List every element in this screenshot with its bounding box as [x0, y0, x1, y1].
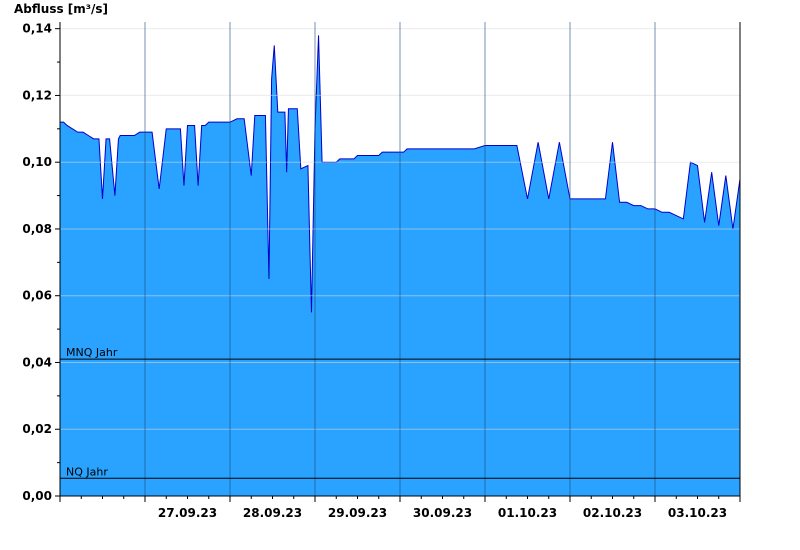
reference-label: NQ Jahr	[66, 465, 108, 478]
reference-label: MNQ Jahr	[66, 346, 118, 359]
y-tick-label: 0,04	[22, 355, 52, 369]
x-tick-label: 27.09.23	[158, 506, 217, 520]
y-tick-label: 0,08	[22, 222, 52, 236]
x-ticks: 27.09.23 28.09.23 29.09.23 30.09.23 01.10.23…	[59, 496, 741, 520]
y-tick-label: 0,02	[22, 422, 52, 436]
reference-lines: MNQ Jahr NQ Jahr	[60, 346, 740, 479]
gridlines	[60, 22, 740, 497]
y-tick-label: 0,12	[22, 88, 52, 102]
y-tick-label: 0,10	[22, 155, 52, 169]
x-tick-label: 29.09.23	[328, 506, 387, 520]
y-axis-title: Abfluss [m³/s]	[14, 2, 108, 16]
y-tick-label: 0,00	[22, 489, 52, 503]
x-tick-label: 30.09.23	[413, 506, 472, 520]
x-tick-label: 02.10.23	[583, 506, 642, 520]
x-tick-label: 01.10.23	[498, 506, 557, 520]
x-tick-label: 03.10.23	[668, 506, 727, 520]
y-tick-label: 0,14	[22, 22, 52, 36]
x-tick-label: 28.09.23	[243, 506, 302, 520]
y-ticks: 0,00 0,02 0,04 0,06 0,08 0,10 0,12 0,14	[22, 22, 60, 503]
y-tick-label: 0,06	[22, 289, 52, 303]
